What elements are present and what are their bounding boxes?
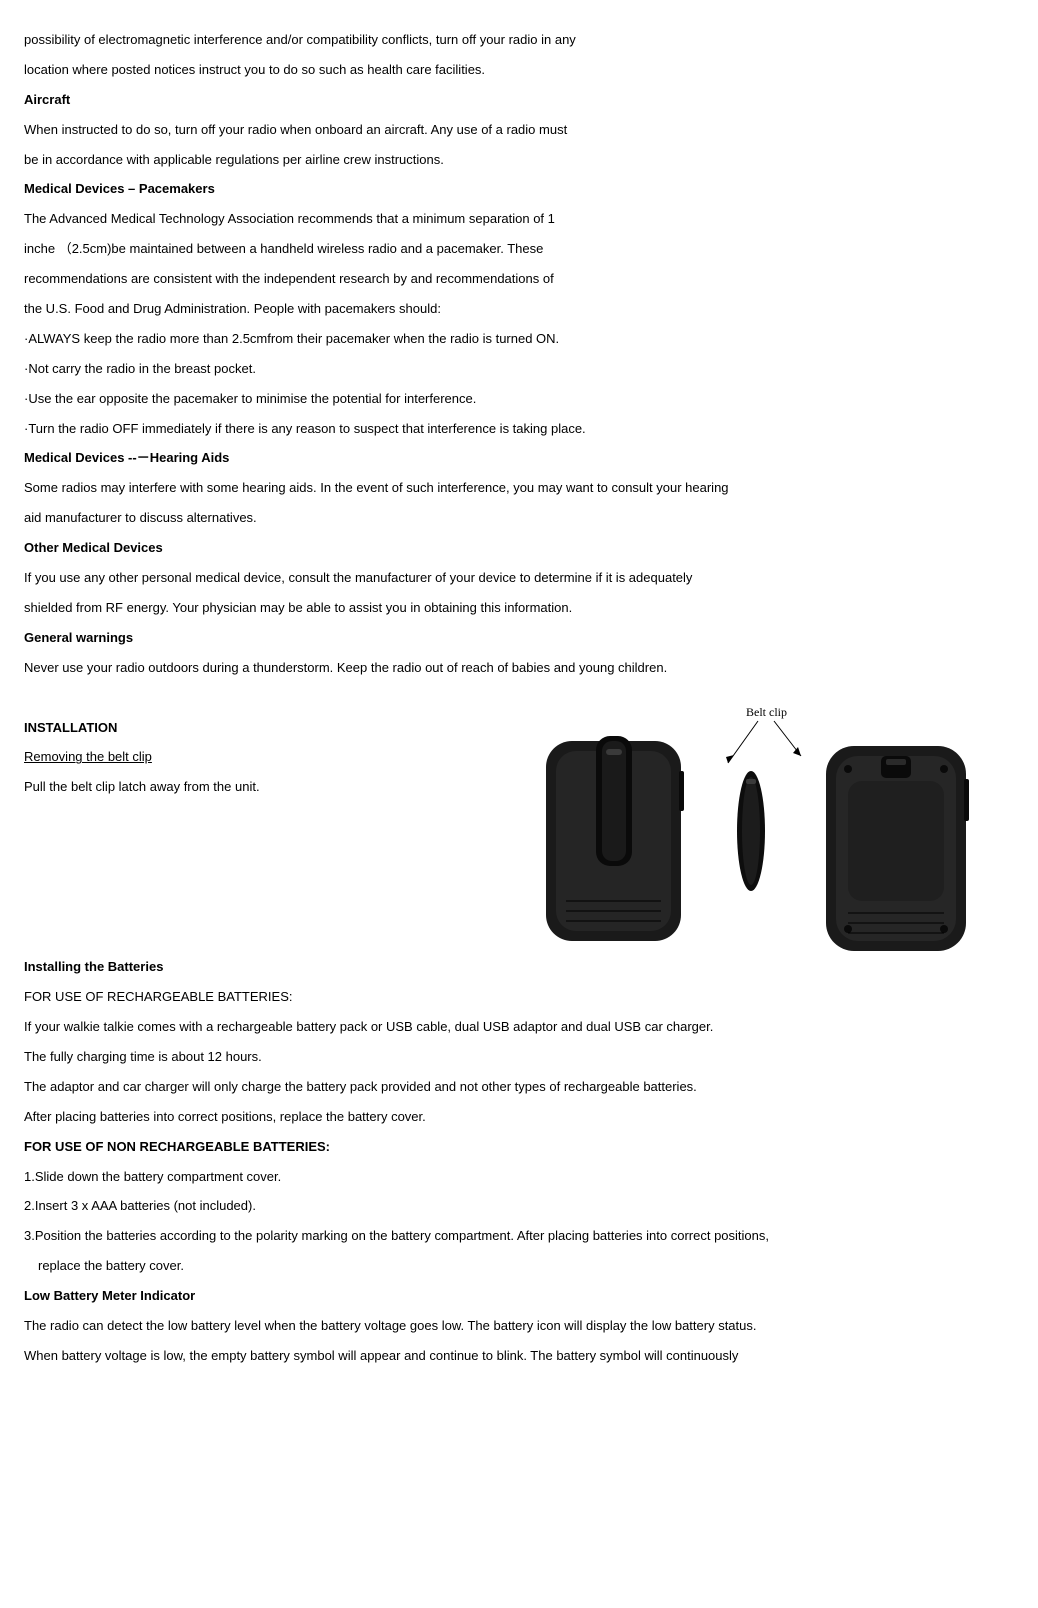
intro-line-2: location where posted notices instruct y…: [24, 55, 1026, 85]
other-medical-line-1: If you use any other personal medical de…: [24, 563, 1026, 593]
removing-belt-clip-line-1: Pull the belt clip latch away from the u…: [24, 772, 475, 802]
pacemakers-line-3: recommendations are consistent with the …: [24, 264, 1026, 294]
installation-section: INSTALLATION Removing the belt clip Pull…: [24, 713, 1026, 803]
general-warnings-heading: General warnings: [24, 623, 1026, 653]
rechargeable-line-1: If your walkie talkie comes with a recha…: [24, 1012, 1026, 1042]
pacemakers-heading: Medical Devices – Pacemakers: [24, 174, 1026, 204]
non-rechargeable-step-3b: replace the battery cover.: [24, 1251, 1026, 1281]
belt-clip-illustration: Belt clip: [526, 701, 996, 991]
hearing-heading: Medical Devices --－Hearing Aids: [24, 443, 1026, 473]
hearing-line-2: aid manufacturer to discuss alternatives…: [24, 503, 1026, 533]
aircraft-heading: Aircraft: [24, 85, 1026, 115]
pacemakers-line-4: the U.S. Food and Drug Administration. P…: [24, 294, 1026, 324]
belt-clip-label: Belt clip: [746, 705, 787, 719]
removing-belt-clip-heading: Removing the belt clip: [24, 742, 475, 772]
pacemakers-bullet-1: ·ALWAYS keep the radio more than 2.5cmfr…: [24, 324, 1026, 354]
non-rechargeable-step-1: 1.Slide down the battery compartment cov…: [24, 1162, 1026, 1192]
belt-clip-icon: [737, 771, 765, 891]
device-back-without-clip-icon: [826, 746, 969, 951]
rechargeable-line-3: The adaptor and car charger will only ch…: [24, 1072, 1026, 1102]
pacemakers-bullet-3: ·Use the ear opposite the pacemaker to m…: [24, 384, 1026, 414]
hearing-line-1: Some radios may interfere with some hear…: [24, 473, 1026, 503]
general-warnings-line-1: Never use your radio outdoors during a t…: [24, 653, 1026, 683]
pacemakers-bullet-2: ·Not carry the radio in the breast pocke…: [24, 354, 1026, 384]
device-back-with-clip-icon: [546, 736, 684, 941]
pacemakers-line-1: The Advanced Medical Technology Associat…: [24, 204, 1026, 234]
non-rechargeable-heading: FOR USE OF NON RECHARGEABLE BATTERIES:: [24, 1132, 1026, 1162]
installation-heading: INSTALLATION: [24, 713, 475, 743]
non-rechargeable-step-3a: 3.Position the batteries according to th…: [24, 1221, 1026, 1251]
rechargeable-line-2: The fully charging time is about 12 hour…: [24, 1042, 1026, 1072]
pacemakers-line-2: inche （2.5cm)be maintained between a han…: [24, 234, 1026, 264]
pacemakers-bullet-4: ·Turn the radio OFF immediately if there…: [24, 414, 1026, 444]
non-rechargeable-step-2: 2.Insert 3 x AAA batteries (not included…: [24, 1191, 1026, 1221]
low-battery-heading: Low Battery Meter Indicator: [24, 1281, 1026, 1311]
other-medical-heading: Other Medical Devices: [24, 533, 1026, 563]
low-battery-line-1: The radio can detect the low battery lev…: [24, 1311, 1026, 1341]
rechargeable-line-4: After placing batteries into correct pos…: [24, 1102, 1026, 1132]
intro-line-1: possibility of electromagnetic interfere…: [24, 25, 1026, 55]
aircraft-line-1: When instructed to do so, turn off your …: [24, 115, 1026, 145]
other-medical-line-2: shielded from RF energy. Your physician …: [24, 593, 1026, 623]
aircraft-line-2: be in accordance with applicable regulat…: [24, 145, 1026, 175]
low-battery-line-2: When battery voltage is low, the empty b…: [24, 1341, 1026, 1371]
